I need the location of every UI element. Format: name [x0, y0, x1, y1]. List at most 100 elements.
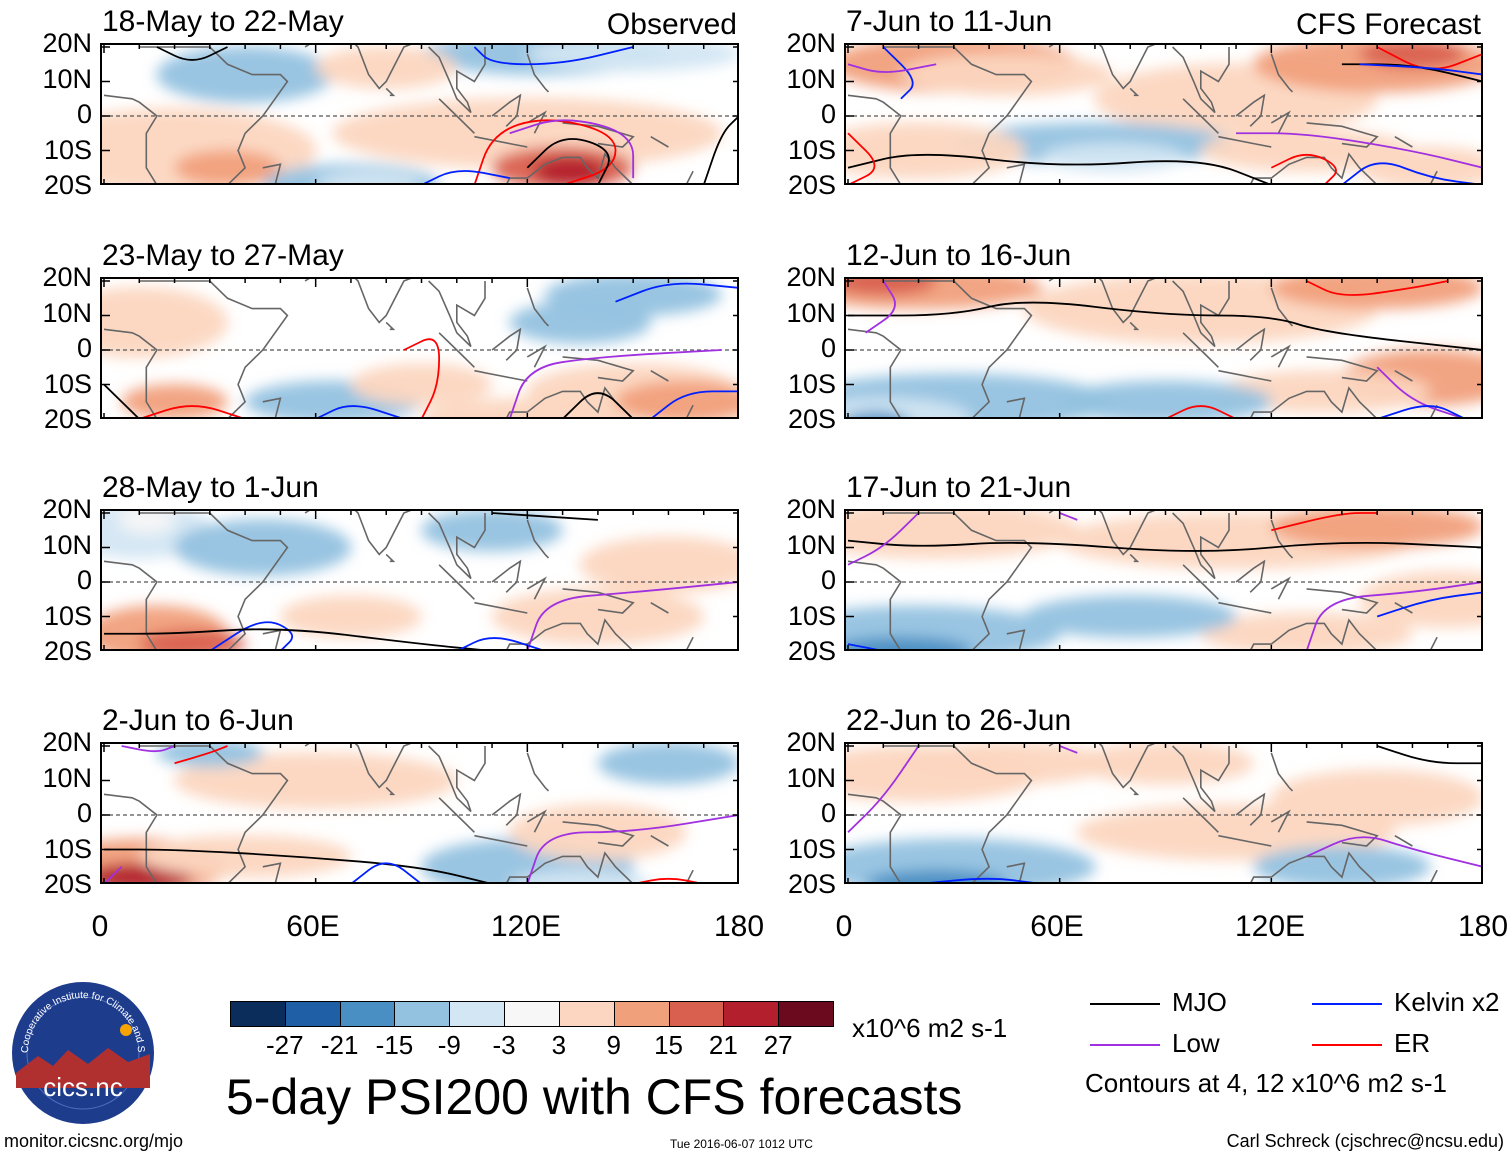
coastline [262, 629, 282, 649]
coastline [650, 835, 669, 847]
shading-blob [1253, 845, 1431, 882]
lat-label: 20N [786, 494, 836, 524]
coastline [1006, 629, 1026, 649]
shading-blob [1359, 146, 1481, 183]
coastline [686, 869, 694, 882]
contour-line [142, 405, 242, 417]
lat-label: 20N [42, 494, 92, 524]
coastline [883, 46, 1033, 183]
shading-blob [1023, 595, 1237, 638]
shading-blob [526, 45, 737, 72]
map-field [846, 744, 1481, 882]
contour-line [1167, 405, 1235, 417]
coastline [1172, 745, 1230, 813]
coastline [1394, 835, 1413, 847]
lat-label: 10N [786, 762, 836, 793]
coastline [686, 636, 694, 649]
colorbar-label: 15 [654, 1030, 683, 1060]
coastline [385, 786, 396, 796]
coastline [1270, 110, 1291, 134]
contour-line [174, 745, 228, 765]
map-panel [100, 509, 739, 651]
lat-label: 20N [42, 262, 92, 292]
contour-line [527, 814, 737, 882]
shading-blob [1059, 380, 1272, 417]
coastline [474, 369, 528, 382]
lat-label: 0 [820, 798, 836, 828]
contour-line [865, 280, 896, 334]
logo-ring [26, 996, 140, 1110]
map-field [102, 45, 737, 183]
contour-line [423, 170, 510, 183]
lat-label: 20N [786, 727, 836, 757]
coastline [1172, 46, 1230, 114]
contour-line [882, 46, 914, 100]
footer-timestamp: Tue 2016-06-07 1012 UTC [670, 1137, 813, 1151]
coastline [491, 559, 522, 593]
coastline [1218, 601, 1272, 614]
contour-line [1359, 63, 1481, 76]
colorbar-label: -21 [320, 1030, 359, 1060]
lat-label: 10S [43, 134, 92, 165]
shading-blob [597, 744, 737, 785]
lat-label: 20S [43, 170, 92, 200]
shading-blob [315, 170, 422, 183]
shading-layer [102, 279, 737, 417]
contour-line [1270, 153, 1337, 183]
shading-blob [350, 363, 493, 406]
coastline [686, 404, 694, 417]
colorbar-swatch [778, 1001, 834, 1027]
coastline [491, 792, 522, 826]
coastline [1394, 370, 1413, 382]
lon-label: 0 [91, 910, 109, 943]
shading-blob [534, 157, 606, 183]
lon-label: 180 [713, 910, 765, 943]
coastline [304, 279, 412, 324]
coastline [1394, 136, 1413, 148]
lat-label: 0 [76, 565, 92, 595]
coastline [650, 602, 669, 614]
contour-line [847, 745, 920, 833]
shading-blob [1200, 129, 1414, 172]
legend-line [1312, 1044, 1382, 1046]
lat-label: 10S [787, 600, 836, 631]
legend-line [1090, 1044, 1160, 1046]
contour-line [929, 877, 1034, 882]
lon-label: 120E [1234, 910, 1306, 943]
panel-title: 28-May to 1-Jun [102, 471, 319, 504]
coastline [650, 136, 669, 148]
coastline [1006, 163, 1026, 183]
panel-title: 17-Jun to 21-Jun [846, 471, 1072, 504]
panel-title: 18-May to 22-May [102, 5, 344, 38]
coastline [883, 512, 1033, 649]
coastline [847, 328, 902, 417]
colorbar-label: -27 [266, 1030, 304, 1060]
coastline [474, 601, 528, 614]
lat-label: 20S [787, 404, 836, 434]
shading-blob [121, 384, 228, 417]
lat-label: 0 [76, 333, 92, 363]
contour-line [615, 282, 737, 303]
coastline [1048, 744, 1156, 789]
map-panel [100, 43, 739, 185]
colorbar-swatch [284, 1001, 341, 1027]
contour-line [526, 138, 610, 183]
coastline [1182, 98, 1219, 134]
shading-blob [509, 301, 652, 344]
lat-label: 10S [43, 600, 92, 631]
lat-label: 0 [820, 565, 836, 595]
coastline [428, 46, 486, 114]
coastline [1048, 511, 1156, 556]
contour-line [1342, 162, 1475, 183]
contour-line [1380, 405, 1464, 417]
shading-layer [102, 45, 737, 183]
coastline [1235, 327, 1266, 361]
lat-label: 10S [43, 368, 92, 399]
contour-line [103, 848, 488, 882]
coastline [262, 397, 282, 417]
logo-disc [10, 980, 156, 1126]
shading-blob [315, 46, 458, 89]
contour-line [848, 301, 1481, 351]
colorbar-swatch [230, 1001, 286, 1027]
